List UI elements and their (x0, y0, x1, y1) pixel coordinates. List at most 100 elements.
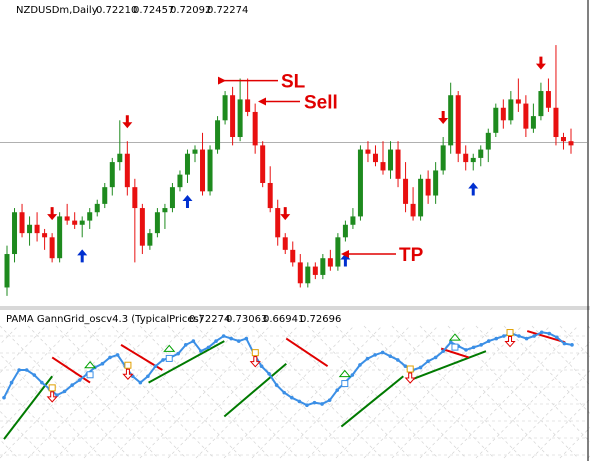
oscillator-point (555, 335, 559, 340)
candle-body (448, 95, 454, 146)
oscillator-point (55, 393, 59, 397)
gann-segment (51, 356, 91, 384)
indicator-value-1: 0.72274 (189, 314, 230, 325)
candle-body (245, 99, 251, 112)
marker-square (451, 343, 459, 351)
candle-body (267, 182, 273, 209)
oscillator-point (2, 395, 6, 400)
down-marker-icon (122, 368, 134, 380)
candle-body (470, 157, 476, 163)
oscillator-point (24, 368, 29, 372)
marker-square (165, 354, 173, 362)
candle-body (4, 254, 10, 288)
oscillator-point (153, 364, 158, 369)
marker-square (406, 365, 414, 373)
oscillator-point (236, 339, 241, 343)
gann-segment (3, 375, 53, 440)
symbol-title: NZDUSDm,Daily (16, 5, 98, 16)
grid-line (475, 325, 590, 443)
candle-body (440, 145, 446, 171)
oscillator-point (426, 359, 430, 364)
gann-segment (440, 347, 470, 359)
oscillator-point (259, 364, 264, 369)
oscillator-point (396, 358, 400, 362)
candles (4, 45, 574, 296)
oscillator-point (289, 395, 294, 400)
indicator-value-4: 0.72696 (300, 314, 341, 325)
candle-body (312, 266, 318, 275)
marker-square (506, 329, 514, 337)
oscillator-point (244, 336, 249, 341)
grid-line (559, 427, 590, 459)
grid-line (0, 382, 75, 459)
candle-body (425, 178, 431, 196)
buy-arrow-icon (468, 182, 479, 196)
down-marker-icon (46, 391, 58, 403)
candle-body (192, 149, 198, 154)
candle-body (147, 233, 153, 246)
oscillator-point (494, 336, 499, 341)
oscillator-point (176, 351, 180, 356)
ohlc-open: 0.72210 (96, 5, 137, 16)
oscillator-point (524, 336, 529, 341)
oscillator-point (403, 364, 408, 369)
indicator-value-3: 0.66941 (263, 314, 304, 325)
grid-line (223, 325, 355, 459)
candle-body (207, 149, 213, 192)
candle-body (49, 237, 55, 259)
oscillator-point (206, 345, 211, 350)
up-marker-icon (338, 369, 351, 378)
oscillator-point (380, 350, 385, 355)
candle-body (335, 237, 341, 267)
grid-line (167, 325, 299, 459)
gann-segment (409, 350, 487, 381)
up-marker-icon (448, 333, 462, 341)
down-marker-icon (249, 356, 261, 368)
oscillator-point (70, 383, 74, 387)
marker-square (341, 380, 349, 388)
annotation-sl: SL (281, 72, 306, 93)
buy-arrow-icon (182, 194, 193, 208)
oscillator-point (138, 380, 143, 385)
oscillator-point (335, 388, 340, 392)
candle-body (290, 249, 296, 263)
oscillator-point (479, 343, 483, 347)
oscillator-point (297, 399, 302, 404)
candle-body (19, 212, 25, 234)
candle-body (117, 153, 123, 163)
oscillator-point (199, 349, 203, 353)
oscillator-point (350, 373, 355, 377)
oscillator-point (464, 348, 468, 352)
oscillator-markers (46, 329, 516, 403)
oscillator-point (449, 340, 453, 345)
candle-body (357, 149, 363, 217)
candle-body (275, 208, 281, 238)
candle-body (124, 153, 130, 188)
grid-line (363, 325, 495, 459)
indicator-value-2: 0.73063 (226, 314, 267, 325)
indicator-title: PAMA GannGrid_oscv4.3 (TypicalPrices) (6, 314, 203, 325)
oscillator-line (3, 331, 573, 407)
oscillator-point (214, 339, 218, 343)
candle-body (132, 187, 138, 209)
grid-line (503, 325, 590, 414)
candle-body (215, 120, 221, 150)
oscillator-point (274, 383, 279, 387)
annotation-sell: Sell (304, 92, 338, 113)
candle-body (508, 99, 514, 121)
candle-body (410, 203, 416, 217)
oscillator-point (17, 368, 21, 372)
candle-body (64, 216, 70, 221)
candle-body (109, 162, 115, 188)
oscillator-point (373, 353, 377, 357)
grid-line (559, 325, 590, 357)
annotation-tp: TP (399, 245, 424, 266)
sell-arrow-icon (47, 207, 58, 221)
marker-square (124, 361, 132, 369)
candle-body (523, 103, 529, 129)
candle-body (327, 258, 333, 267)
oscillator-point (191, 339, 196, 343)
grid-line (391, 325, 523, 459)
candle-body (500, 107, 506, 121)
